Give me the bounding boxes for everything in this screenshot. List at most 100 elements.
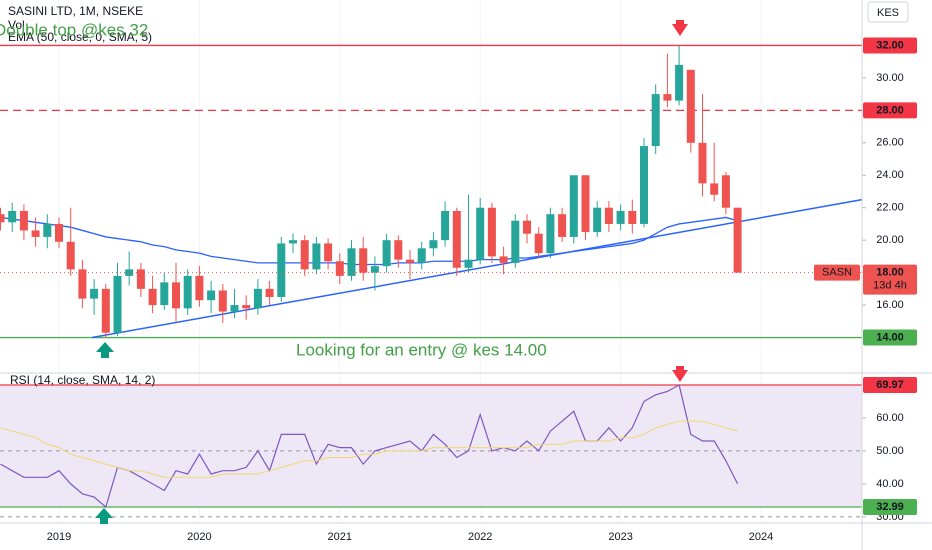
arrow-up bbox=[96, 342, 114, 358]
candle-body bbox=[0, 214, 5, 223]
candle-body bbox=[265, 288, 274, 297]
price-label: 32.99 bbox=[876, 501, 904, 513]
candle-body bbox=[242, 305, 251, 309]
candle-body bbox=[417, 248, 426, 263]
y-tick-label: 60.00 bbox=[876, 412, 904, 424]
candle-body bbox=[406, 259, 414, 263]
price-label: 69.97 bbox=[876, 379, 904, 391]
candle-body bbox=[487, 207, 496, 257]
rsi-label: RSI (14, close, SMA, 14, 2) bbox=[10, 373, 155, 387]
x-tick-label: 2021 bbox=[328, 531, 352, 543]
candle-body bbox=[43, 223, 52, 237]
candle-body bbox=[604, 207, 613, 224]
candle-body bbox=[78, 269, 87, 299]
candle-body bbox=[230, 305, 239, 312]
price-label-box bbox=[863, 329, 917, 346]
candle-body bbox=[125, 269, 134, 276]
candle-body bbox=[464, 259, 473, 268]
y-tick-label: 20.00 bbox=[876, 234, 904, 246]
candle-body bbox=[55, 223, 63, 242]
price-label: 18.00 bbox=[876, 267, 904, 279]
candle-body bbox=[312, 243, 321, 270]
y-tick-label: 26.00 bbox=[876, 137, 904, 149]
candle-body bbox=[733, 207, 742, 273]
candle-body bbox=[101, 288, 110, 333]
candle-body bbox=[675, 64, 684, 101]
candle-body bbox=[148, 288, 157, 306]
candle-body bbox=[710, 183, 719, 195]
candle-body bbox=[289, 240, 297, 244]
candle-body bbox=[160, 282, 169, 306]
candle-body bbox=[31, 230, 40, 237]
candle-body bbox=[382, 240, 391, 267]
candle-body bbox=[499, 256, 508, 263]
candle-body bbox=[253, 288, 262, 309]
rsi-line bbox=[0, 420, 738, 478]
currency-box[interactable] bbox=[867, 1, 909, 23]
candle-body bbox=[593, 207, 602, 233]
candle-body bbox=[300, 240, 309, 270]
candle-body bbox=[370, 266, 379, 273]
countdown: 13d 4h bbox=[873, 280, 907, 292]
candle-body bbox=[546, 214, 555, 254]
volume-label: Vol bbox=[8, 18, 25, 32]
candle-body bbox=[663, 94, 672, 101]
price-label-box bbox=[863, 376, 917, 393]
candle-body bbox=[335, 261, 344, 276]
candle-body bbox=[90, 288, 99, 299]
price-label: 32.00 bbox=[876, 39, 904, 51]
candle-body bbox=[721, 175, 730, 208]
candle-body bbox=[569, 175, 578, 237]
currency: KES bbox=[877, 7, 899, 19]
candle-body bbox=[476, 207, 485, 260]
symbol-title: SASINI LTD, 1M, NSEKE bbox=[8, 4, 143, 18]
candle-body bbox=[359, 248, 368, 273]
y-tick-label: 50.00 bbox=[876, 445, 904, 457]
arrow-up bbox=[95, 508, 113, 524]
ema-label: EMA (50, close, 0, SMA, 5) bbox=[8, 30, 152, 44]
candle-body bbox=[534, 233, 543, 254]
candle-body bbox=[640, 146, 648, 224]
y-tick-label: 40.00 bbox=[876, 478, 904, 490]
candle-body bbox=[136, 269, 145, 289]
annotation: Looking for an entry @ kes 14.00 bbox=[296, 340, 547, 359]
plot-under bbox=[0, 0, 862, 522]
plot: 2019 2020 2021 2022 2023 2024 16.00 18.00 20.00 2… bbox=[0, 37, 917, 543]
candle-body bbox=[558, 214, 567, 237]
x-tick-label: 2019 bbox=[47, 531, 71, 543]
annotation: Double top @kes 32 bbox=[0, 20, 148, 39]
symbol-box bbox=[814, 264, 860, 281]
candle-body bbox=[698, 142, 707, 184]
candle-body bbox=[66, 241, 75, 270]
candle-body bbox=[324, 243, 333, 262]
symbol-label: SASN bbox=[822, 267, 852, 279]
candle-body bbox=[195, 275, 204, 301]
x-tick-label: 2023 bbox=[608, 531, 632, 543]
ema-line bbox=[0, 216, 738, 266]
x-tick-label: 2024 bbox=[749, 531, 773, 543]
price-label-box bbox=[863, 37, 917, 54]
candle-body bbox=[172, 282, 180, 309]
candle-body bbox=[628, 210, 637, 224]
candle-body bbox=[183, 275, 192, 309]
price-label-box bbox=[863, 264, 917, 295]
candle-body bbox=[218, 290, 227, 312]
y-tick-label: 30.00 bbox=[876, 72, 904, 84]
price-label-box bbox=[863, 499, 917, 516]
candle-body bbox=[523, 220, 531, 234]
candle-body bbox=[686, 69, 695, 143]
candle-body bbox=[511, 220, 520, 263]
candle-body bbox=[429, 240, 438, 249]
candle-body bbox=[113, 275, 122, 333]
x-tick-label: 2020 bbox=[187, 531, 211, 543]
candle-body bbox=[8, 210, 17, 223]
candle-body bbox=[347, 248, 356, 276]
candle-body bbox=[616, 210, 625, 224]
candle-body bbox=[581, 175, 590, 233]
arrow-down bbox=[672, 366, 688, 382]
price-label-box bbox=[863, 102, 917, 119]
candle-body bbox=[441, 210, 450, 241]
candle-body bbox=[277, 243, 286, 297]
y-tick-label: 22.00 bbox=[876, 202, 904, 214]
